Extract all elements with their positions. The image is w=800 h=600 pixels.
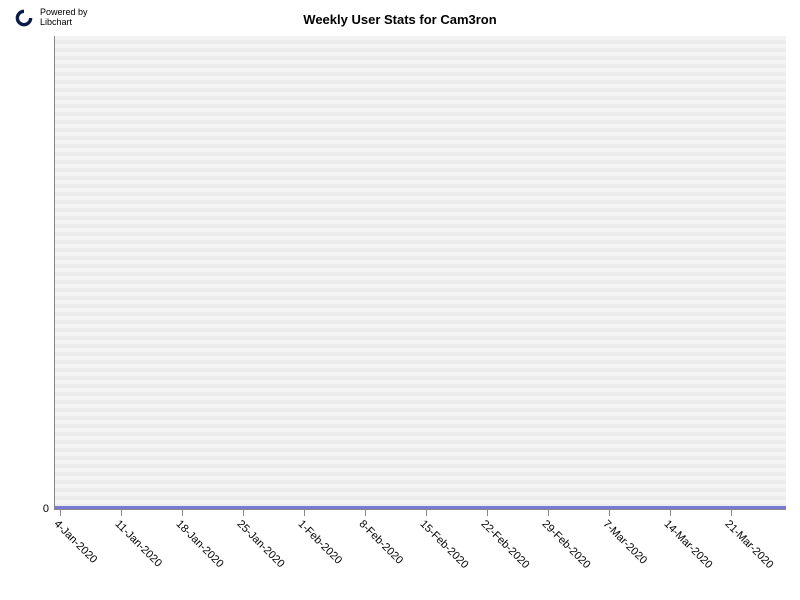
x-tick: 7-Mar-2020 xyxy=(609,510,610,516)
x-tick: 1-Feb-2020 xyxy=(304,510,305,516)
x-axis-ticks: 4-Jan-202011-Jan-202018-Jan-202025-Jan-2… xyxy=(54,510,786,600)
x-tick-label: 21-Mar-2020 xyxy=(723,518,776,571)
x-tick-label: 14-Mar-2020 xyxy=(662,518,715,571)
x-tick-mark xyxy=(731,510,732,516)
x-tick-mark xyxy=(243,510,244,516)
x-tick-label: 22-Feb-2020 xyxy=(479,518,532,571)
x-tick: 11-Jan-2020 xyxy=(121,510,122,516)
x-tick-mark xyxy=(426,510,427,516)
x-tick: 25-Jan-2020 xyxy=(243,510,244,516)
x-tick: 14-Mar-2020 xyxy=(670,510,671,516)
x-tick: 22-Feb-2020 xyxy=(487,510,488,516)
x-tick-mark xyxy=(304,510,305,516)
x-tick: 29-Feb-2020 xyxy=(548,510,549,516)
x-tick-label: 25-Jan-2020 xyxy=(235,518,287,570)
x-tick: 21-Mar-2020 xyxy=(731,510,732,516)
x-tick-label: 15-Feb-2020 xyxy=(418,518,471,571)
x-tick: 18-Jan-2020 xyxy=(182,510,183,516)
x-tick-label: 4-Jan-2020 xyxy=(52,518,100,566)
x-tick: 8-Feb-2020 xyxy=(365,510,366,516)
x-tick-label: 29-Feb-2020 xyxy=(540,518,593,571)
plot-area: 0 xyxy=(54,36,786,510)
chart-title: Weekly User Stats for Cam3ron xyxy=(0,12,800,27)
x-tick-label: 1-Feb-2020 xyxy=(296,518,345,567)
x-tick-label: 11-Jan-2020 xyxy=(113,518,165,570)
x-tick-mark xyxy=(670,510,671,516)
x-tick-mark xyxy=(609,510,610,516)
x-tick-label: 7-Mar-2020 xyxy=(601,518,650,567)
x-tick: 4-Jan-2020 xyxy=(60,510,61,516)
x-tick-mark xyxy=(548,510,549,516)
x-tick-mark xyxy=(60,510,61,516)
x-tick-mark xyxy=(182,510,183,516)
x-tick-mark xyxy=(365,510,366,516)
baseline-bar xyxy=(55,506,786,509)
x-tick-mark xyxy=(121,510,122,516)
x-tick-mark xyxy=(487,510,488,516)
plot-background xyxy=(55,36,786,509)
x-tick-label: 18-Jan-2020 xyxy=(174,518,226,570)
x-tick-label: 8-Feb-2020 xyxy=(357,518,406,567)
x-tick: 15-Feb-2020 xyxy=(426,510,427,516)
